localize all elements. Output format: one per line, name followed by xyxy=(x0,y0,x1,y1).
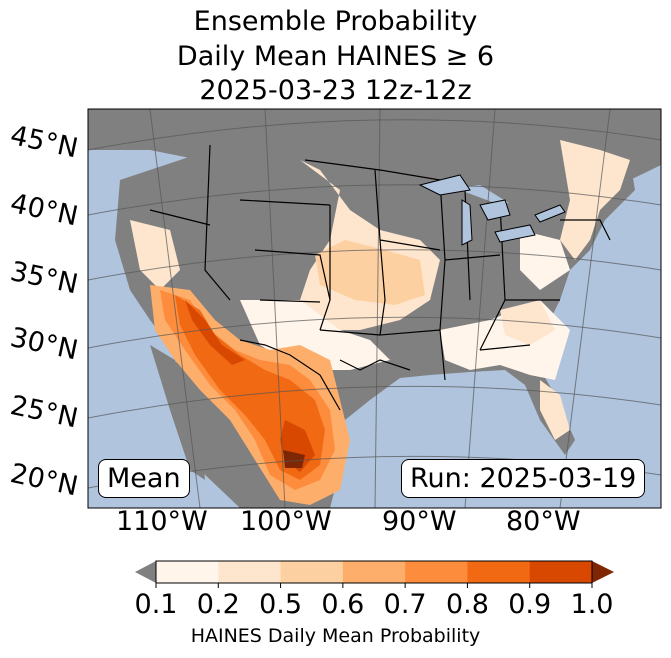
colorbar-tick-label: 0.1 xyxy=(134,589,178,620)
colorbar-frame xyxy=(155,560,593,584)
colorbar-tick-label: 0.9 xyxy=(508,589,552,620)
colorbar-label: HAINES Daily Mean Probability xyxy=(190,625,481,647)
colorbar-over-triangle xyxy=(592,561,614,583)
graticule xyxy=(88,109,661,508)
lon-label-90: 90°W xyxy=(382,506,457,537)
probability-field xyxy=(130,140,630,505)
title-line-3: 2025-03-23 12z-12z xyxy=(199,75,472,106)
mean-label: Mean xyxy=(98,459,190,498)
colorbar-segment xyxy=(405,561,468,583)
colorbar-segment xyxy=(280,561,344,583)
colorbar-under-triangle xyxy=(135,561,156,583)
colorbar-tick-label: 0.8 xyxy=(445,589,489,620)
canada-land xyxy=(88,109,661,220)
run-label: Run: 2025-03-19 xyxy=(401,459,646,498)
colorbar-segment xyxy=(156,561,219,583)
colorbar-tick-label: 0.5 xyxy=(259,589,303,620)
colorbar-segment xyxy=(529,561,593,583)
lon-label-110: 110°W xyxy=(116,506,208,537)
colorbar-segment xyxy=(218,561,282,583)
title-line-2: Daily Mean HAINES ≥ 6 xyxy=(176,41,495,72)
colorbar-tick-label: 1.0 xyxy=(570,589,614,620)
great-lakes xyxy=(418,174,566,246)
colorbar-tick-label: 0.6 xyxy=(321,589,365,620)
map-frame xyxy=(87,108,662,509)
lon-label-100: 100°W xyxy=(240,506,332,537)
baja-land xyxy=(150,345,205,480)
colorbar-segment xyxy=(342,561,406,583)
lon-label-80: 80°W xyxy=(506,506,581,537)
title-line-1: Ensemble Probability xyxy=(193,6,478,37)
colorbar-tick-label: 0.7 xyxy=(383,589,427,620)
colorbar-segment xyxy=(467,561,531,583)
colorbar-tick-label: 0.2 xyxy=(196,589,240,620)
